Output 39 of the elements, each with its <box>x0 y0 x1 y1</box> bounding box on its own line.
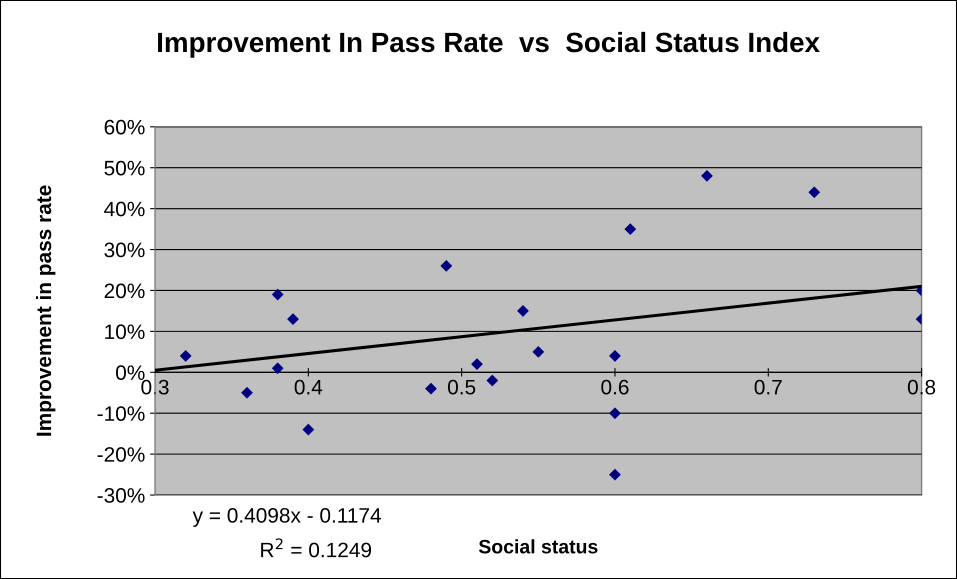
y-tick-label: 20% <box>104 283 145 298</box>
point <box>302 424 314 436</box>
y-tick-label: -30% <box>98 488 145 503</box>
y-tick-label: -10% <box>98 406 145 421</box>
y-tick-label: 30% <box>104 242 145 258</box>
x-tick-label: 0.8 <box>908 380 936 395</box>
point <box>609 350 621 362</box>
point <box>425 382 437 395</box>
point <box>609 468 621 480</box>
x-tick-label: 0.4 <box>294 380 322 395</box>
chart-title: Improvement In Pass Rate vs Social Status Index <box>158 32 820 58</box>
point <box>272 288 284 300</box>
y-tick-label: 60% <box>104 120 145 135</box>
text: y = 0.4098x - 0.1174 <box>192 508 381 527</box>
y-tick-label: -20% <box>98 447 145 462</box>
point <box>180 350 192 362</box>
x-tick-label: 0.7 <box>754 380 782 395</box>
y-tick-label: 50% <box>104 160 145 176</box>
y-tick-label: 0% <box>116 365 145 380</box>
point <box>517 305 529 317</box>
x-tick-label: 0.3 <box>141 380 169 395</box>
point <box>486 374 498 386</box>
x-tick-label: 0.5 <box>448 380 476 395</box>
point <box>471 358 483 370</box>
point <box>241 386 253 399</box>
x-axis-title: Social status <box>478 539 598 554</box>
y-tick-label: 10% <box>105 324 145 340</box>
point <box>287 313 299 325</box>
y-tick-label: 40% <box>104 202 145 216</box>
point <box>808 186 820 198</box>
point <box>532 346 544 358</box>
x-tick-label: 0.6 <box>601 380 629 395</box>
point <box>701 170 713 182</box>
point <box>440 260 452 272</box>
point <box>609 407 621 420</box>
point <box>272 362 284 374</box>
y-axis-title: Improvement in pass rate <box>36 185 56 436</box>
text: R$^{2}$ = 0.1249 <box>261 538 372 558</box>
point <box>624 223 636 235</box>
